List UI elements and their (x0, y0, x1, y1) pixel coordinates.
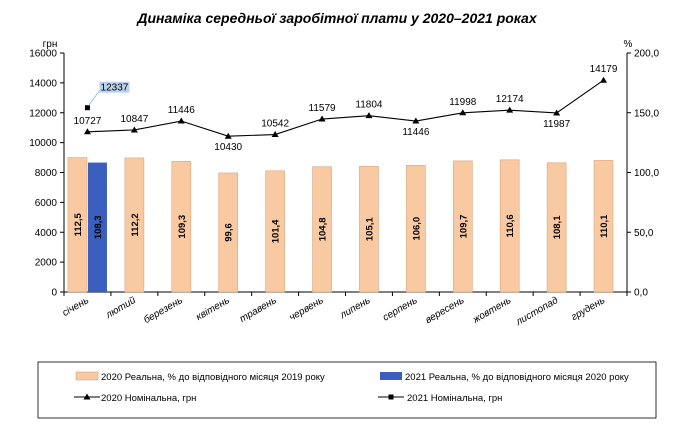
y-left-tick-label: 2000 (35, 258, 58, 269)
point-2020-nominal (83, 128, 91, 135)
x-tick-label: травень (238, 295, 279, 325)
legend-swatch-2021-real (380, 372, 402, 380)
y-left-tick-label: 6000 (35, 198, 58, 209)
bar-label-2020-real: 110,1 (599, 214, 610, 238)
legend: 2020 Реальна, % до відповідного місяця 2… (37, 361, 657, 419)
bar-2020-real (406, 165, 426, 293)
y-right-tick-label: 50,0 (634, 228, 654, 239)
point-2020-nominal (412, 117, 420, 124)
data-label-2020-nominal: 11579 (309, 103, 337, 114)
x-tick-label: червень (287, 295, 325, 323)
point-2020-nominal (553, 109, 561, 116)
bar-label-2021-real: 108,3 (93, 215, 104, 239)
point-2020-nominal (365, 112, 373, 119)
legend-label-2021-real: 2021 Реальна, % до відповідного місяця 2… (405, 372, 629, 383)
x-tick-label: вересень (424, 295, 467, 326)
bar-label-2020-real: 99,6 (224, 223, 235, 242)
x-tick-label: липень (337, 295, 372, 322)
y-right-unit: % (624, 39, 633, 50)
data-label-2020-nominal: 14179 (590, 64, 618, 75)
bar-2020-real (593, 160, 614, 293)
data-label-2021-nominal-leader (88, 90, 100, 106)
y-left-tick-label: 14000 (29, 78, 57, 89)
point-2020-nominal (130, 126, 138, 133)
point-2020-nominal (459, 109, 467, 116)
bar-2020-real (359, 166, 379, 293)
y-left-tick-label: 16000 (29, 49, 57, 60)
y-right-tick-label: 200,0 (634, 49, 659, 60)
bar-label-2020-real: 104,8 (318, 217, 329, 241)
data-label-2020-nominal: 11987 (543, 119, 571, 130)
legend-swatch-2020-real (75, 371, 99, 381)
data-label-2020-nominal: 10430 (214, 142, 242, 153)
data-label-2020-nominal: 10727 (74, 116, 102, 127)
y-right-tick-label: 100,0 (634, 168, 659, 179)
data-label-2020-nominal: 11804 (355, 100, 383, 111)
y-left-unit: грн (43, 39, 58, 50)
bar-2020-real (67, 157, 88, 293)
bar-label-2020-real: 101,4 (271, 219, 282, 243)
bar-label-2020-real: 112,5 (73, 212, 84, 236)
y-left-tick-label: 4000 (35, 228, 58, 239)
data-label-2020-nominal: 11998 (449, 97, 477, 108)
y-left-tick-label: 12000 (29, 108, 57, 119)
point-2020-nominal (506, 106, 514, 113)
legend-label-2021-nominal: 2021 Номінальна, грн (407, 393, 502, 404)
y-right-tick-label: 150,0 (634, 108, 659, 119)
data-label-2020-nominal: 10542 (261, 119, 289, 130)
bar-2020-real (124, 157, 145, 293)
bar-label-2020-real: 109,7 (458, 215, 469, 239)
bars: 112,5 112,2 109,3 99,6 101,4 104,8 105,1 106,0 1… (67, 157, 614, 293)
bar-2020-real (171, 161, 192, 293)
point-2020-nominal (177, 117, 185, 124)
x-tick-label: грудень (569, 295, 607, 323)
point-2020-nominal (318, 115, 326, 122)
bar-label-2020-real: 110,6 (505, 214, 516, 237)
bar-label-2020-real: 109,3 (177, 215, 188, 239)
point-2020-nominal (224, 132, 232, 139)
bar-2020-real (218, 172, 239, 293)
data-label-2020-nominal: 12174 (496, 94, 524, 105)
y-right-tick-label: 0,0 (634, 288, 648, 299)
data-label-2020-nominal: 11446 (168, 105, 196, 116)
bar-2020-real (265, 170, 285, 293)
chart-title: Динаміка середньої заробітної плати у 20… (136, 10, 537, 26)
x-tick-label: березень (141, 294, 184, 326)
point-2020-nominal (600, 76, 608, 83)
data-label-2020-nominal: 10847 (120, 114, 148, 125)
bar-2020-real (546, 162, 567, 293)
legend-marker-square (388, 394, 394, 400)
point-2020-nominal (271, 131, 279, 138)
line-2020-nominal (87, 79, 604, 137)
lines (83, 76, 608, 139)
x-tick-label: жовтень (470, 295, 513, 326)
x-tick-label: лютий (103, 295, 138, 322)
data-label-2021-nominal-bg (99, 81, 130, 93)
bar-2021-real (87, 162, 107, 292)
bar-label-2020-real: 105,1 (364, 217, 375, 241)
legend-box (37, 361, 657, 419)
data-label-2020-nominal: 11446 (402, 127, 430, 138)
y-left-tick-label: 0 (51, 288, 57, 299)
legend-label-2020-nominal: 2020 Номінальна, грн (101, 393, 196, 404)
bar-2020-real (499, 159, 520, 293)
bar-label-2020-real: 108,1 (552, 215, 563, 239)
bar-label-2020-real: 112,2 (130, 213, 141, 236)
bar-2020-real (312, 166, 332, 293)
x-tick-label: квітень (194, 295, 231, 323)
data-labels: 10727 10847 11446 10430 10542 11579 11804 11446… (74, 64, 618, 153)
y-left-tick-label: 8000 (35, 168, 58, 179)
bar-label-2020-real: 106,0 (411, 217, 422, 241)
x-tick-label: серпень (381, 295, 419, 324)
legend-label-2020-real: 2020 Реальна, % до відповідного місяця 2… (101, 372, 325, 383)
y-left-tick-label: 10000 (29, 138, 57, 149)
x-tick-label: січень (61, 295, 91, 319)
point-2021-nominal (84, 105, 90, 111)
x-tick-label: листопад (513, 295, 560, 329)
legend-marker-triangle (83, 393, 91, 400)
bar-2020-real (452, 160, 473, 293)
data-label-2021-nominal: 12337 (101, 83, 129, 94)
